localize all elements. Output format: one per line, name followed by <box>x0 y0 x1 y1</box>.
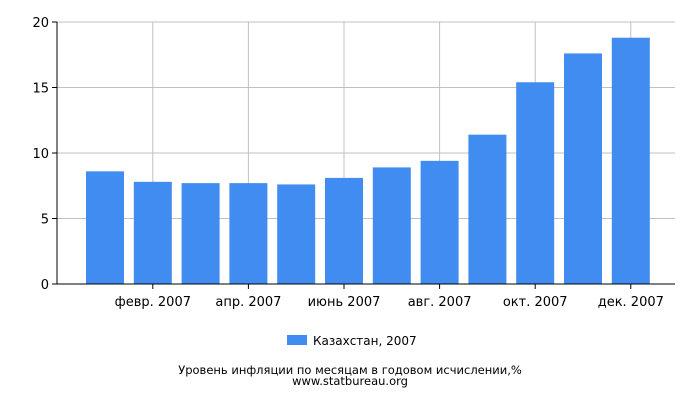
y-tick-label: 20 <box>32 16 49 31</box>
bar <box>86 171 124 284</box>
bar <box>325 177 363 284</box>
bar <box>372 167 411 284</box>
bar <box>611 37 650 284</box>
chart-title: Уровень инфляции по месяцам в годовом ис… <box>178 363 522 377</box>
y-tick-label: 5 <box>41 213 49 228</box>
x-tick-label: окт. 2007 <box>503 295 568 310</box>
legend-label: Казахстан, 2007 <box>313 334 417 348</box>
y-tick-label: 15 <box>32 82 49 97</box>
bar <box>564 53 602 284</box>
bar <box>229 183 268 284</box>
bar <box>133 181 172 284</box>
bar <box>181 183 220 284</box>
x-tick-label: авг. 2007 <box>408 295 472 310</box>
bars-layer <box>86 37 650 284</box>
x-tick-label: февр. 2007 <box>115 295 191 310</box>
y-tick-label: 10 <box>32 147 49 162</box>
axes-layer: 0 5 10 15 20 февр. 2007 апр. 2007 июнь 2007 авг.… <box>32 16 675 310</box>
bar <box>420 160 459 284</box>
bar <box>277 184 316 284</box>
bar <box>516 82 555 284</box>
legend: Казахстан, 2007 <box>287 334 417 348</box>
x-tick-label: июнь 2007 <box>308 295 381 310</box>
x-tick-label: апр. 2007 <box>215 295 281 310</box>
chart-source: www.statbureau.org <box>292 374 408 388</box>
legend-swatch <box>287 335 307 345</box>
x-tick-label: дек. 2007 <box>598 295 664 310</box>
bar <box>468 134 507 284</box>
y-tick-label: 0 <box>41 278 49 293</box>
